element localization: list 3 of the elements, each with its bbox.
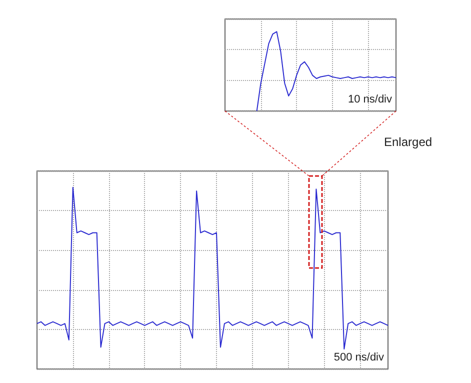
annotation: 10 ns/div <box>348 94 392 106</box>
annotation: 500 ns/div <box>334 352 384 364</box>
text: Enlarged <box>384 135 432 149</box>
